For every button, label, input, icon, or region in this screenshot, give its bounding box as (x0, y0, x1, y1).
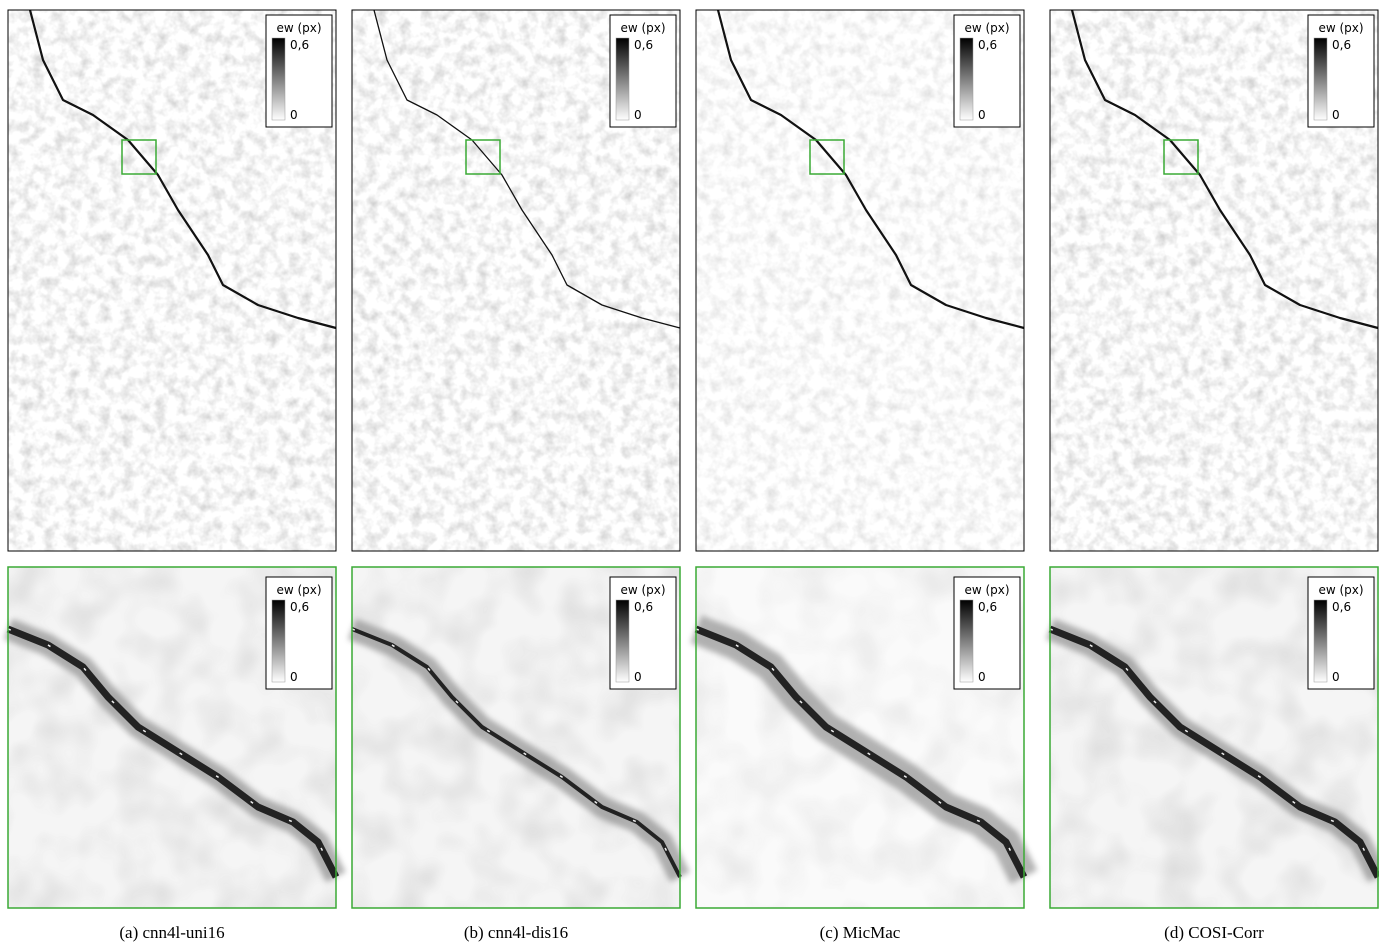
fault-trace (28, 9, 337, 330)
legend-title: ew (px) (1318, 583, 1363, 597)
legend-max-label: 0,6 (1332, 38, 1351, 52)
fault-trace (373, 9, 681, 329)
colorbar-legend: ew (px) 0,6 0 (265, 14, 333, 128)
legend-max-label: 0,6 (634, 38, 653, 52)
fault-trace (716, 9, 1025, 330)
colorbar-legend: ew (px) 0,6 0 (953, 14, 1021, 128)
colorbar-legend: ew (px) 0,6 0 (609, 576, 677, 690)
panel-caption: (d) COSI-Corr (1164, 923, 1264, 942)
overview-frame (351, 9, 681, 552)
overview-frame (695, 9, 1025, 552)
zoom-box (809, 139, 845, 175)
zoom-box (465, 139, 501, 175)
legend-max-label: 0,6 (978, 38, 997, 52)
panel-caption: (b) cnn4l-dis16 (464, 923, 568, 942)
legend-gradient (615, 599, 630, 683)
overview-frame (7, 9, 337, 552)
fault-core (1048, 625, 1379, 879)
legend-min-label: 0 (1332, 670, 1340, 684)
legend-gradient (1313, 37, 1328, 121)
legend-title: ew (px) (620, 21, 665, 35)
panel: ew (px) 0,6 0 ew (px) 0,6 0 (c) MicMac (690, 9, 1038, 942)
legend-min-label: 0 (1332, 108, 1340, 122)
legend-gradient (1313, 599, 1328, 683)
legend-min-label: 0 (290, 108, 298, 122)
colorbar-legend: ew (px) 0,6 0 (609, 14, 677, 128)
legend-max-label: 0,6 (978, 600, 997, 614)
fault-core (694, 625, 1028, 879)
zoom-box (121, 139, 157, 175)
legend-min-label: 0 (634, 108, 642, 122)
legend-min-label: 0 (634, 670, 642, 684)
fault-core (6, 625, 340, 879)
colorbar-legend: ew (px) 0,6 0 (265, 576, 333, 690)
panel: ew (px) 0,6 0 ew (px) 0,6 0 (a) cnn4l-uni16 (3, 9, 346, 942)
colorbar-legend: ew (px) 0,6 0 (1307, 14, 1375, 128)
legend-gradient (959, 37, 974, 121)
zoom-box (1163, 139, 1199, 175)
legend-max-label: 0,6 (1332, 600, 1351, 614)
fault-trace (1070, 9, 1379, 330)
panel-caption: (a) cnn4l-uni16 (119, 923, 224, 942)
legend-max-label: 0,6 (634, 600, 653, 614)
panel-caption: (c) MicMac (820, 923, 901, 942)
legend-max-label: 0,6 (290, 38, 309, 52)
legend-title: ew (px) (276, 583, 321, 597)
zoom-frame (351, 566, 681, 909)
legend-min-label: 0 (290, 670, 298, 684)
legend-gradient (615, 37, 630, 121)
legend-gradient (271, 37, 286, 121)
legend-gradient (959, 599, 974, 683)
legend-title: ew (px) (620, 583, 665, 597)
panel: ew (px) 0,6 0 ew (px) 0,6 0 (b) cnn4l-dis16 (347, 9, 690, 942)
legend-max-label: 0,6 (290, 600, 309, 614)
panel: ew (px) 0,6 0 ew (px) 0,6 0 (d) COSI-Corr (1045, 9, 1379, 942)
colorbar-legend: ew (px) 0,6 0 (1307, 576, 1375, 690)
zoom-frame (7, 566, 337, 909)
legend-title: ew (px) (964, 583, 1009, 597)
legend-min-label: 0 (978, 108, 986, 122)
zoom-frame (695, 566, 1025, 909)
legend-title: ew (px) (1318, 21, 1363, 35)
legend-title: ew (px) (276, 21, 321, 35)
overview-frame (1049, 9, 1379, 552)
legend-gradient (271, 599, 286, 683)
legend-title: ew (px) (964, 21, 1009, 35)
legend-min-label: 0 (978, 670, 986, 684)
zoom-frame (1049, 566, 1379, 909)
fault-core (351, 627, 682, 878)
colorbar-legend: ew (px) 0,6 0 (953, 576, 1021, 690)
